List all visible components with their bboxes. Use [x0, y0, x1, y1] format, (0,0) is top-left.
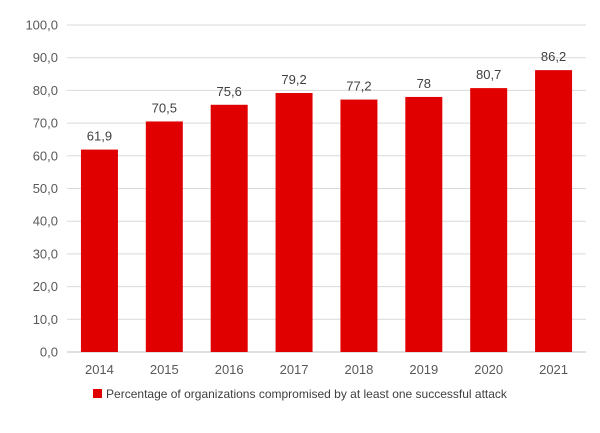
y-tick-label: 70,0 [33, 116, 58, 131]
data-label: 79,2 [281, 72, 306, 87]
x-tick-label: 2014 [85, 362, 114, 377]
y-tick-label: 40,0 [33, 214, 58, 229]
x-tick-label: 2020 [474, 362, 503, 377]
bar [340, 99, 378, 352]
data-label: 77,2 [346, 79, 371, 94]
bar [470, 88, 508, 353]
data-label: 86,2 [541, 49, 566, 64]
x-tick-label: 2016 [215, 362, 244, 377]
data-label: 80,7 [476, 67, 501, 82]
x-tick-label: 2019 [409, 362, 438, 377]
bar [80, 149, 118, 352]
bar [210, 104, 248, 353]
bar [405, 96, 443, 352]
data-label: 70,5 [152, 100, 177, 115]
legend: Percentage of organizations compromised … [0, 387, 600, 401]
legend-label: Percentage of organizations compromised … [106, 387, 507, 401]
y-tick-label: 60,0 [33, 148, 58, 163]
y-tick-label: 30,0 [33, 246, 58, 261]
y-tick-label: 0,0 [40, 345, 58, 360]
bar [145, 121, 183, 352]
x-tick-label: 2017 [280, 362, 309, 377]
x-tick-label: 2018 [344, 362, 373, 377]
y-tick-label: 80,0 [33, 83, 58, 98]
y-tick-label: 20,0 [33, 279, 58, 294]
y-tick-label: 10,0 [33, 312, 58, 327]
data-label: 61,9 [87, 129, 112, 144]
data-label: 78 [417, 76, 431, 91]
data-label: 75,6 [217, 84, 242, 99]
bar [535, 70, 573, 352]
y-tick-label: 90,0 [33, 50, 58, 65]
bar [275, 93, 313, 353]
y-tick-label: 50,0 [33, 181, 58, 196]
x-tick-label: 2021 [539, 362, 568, 377]
y-tick-label: 100,0 [25, 18, 58, 33]
x-tick-label: 2015 [150, 362, 179, 377]
legend-swatch [93, 389, 103, 399]
